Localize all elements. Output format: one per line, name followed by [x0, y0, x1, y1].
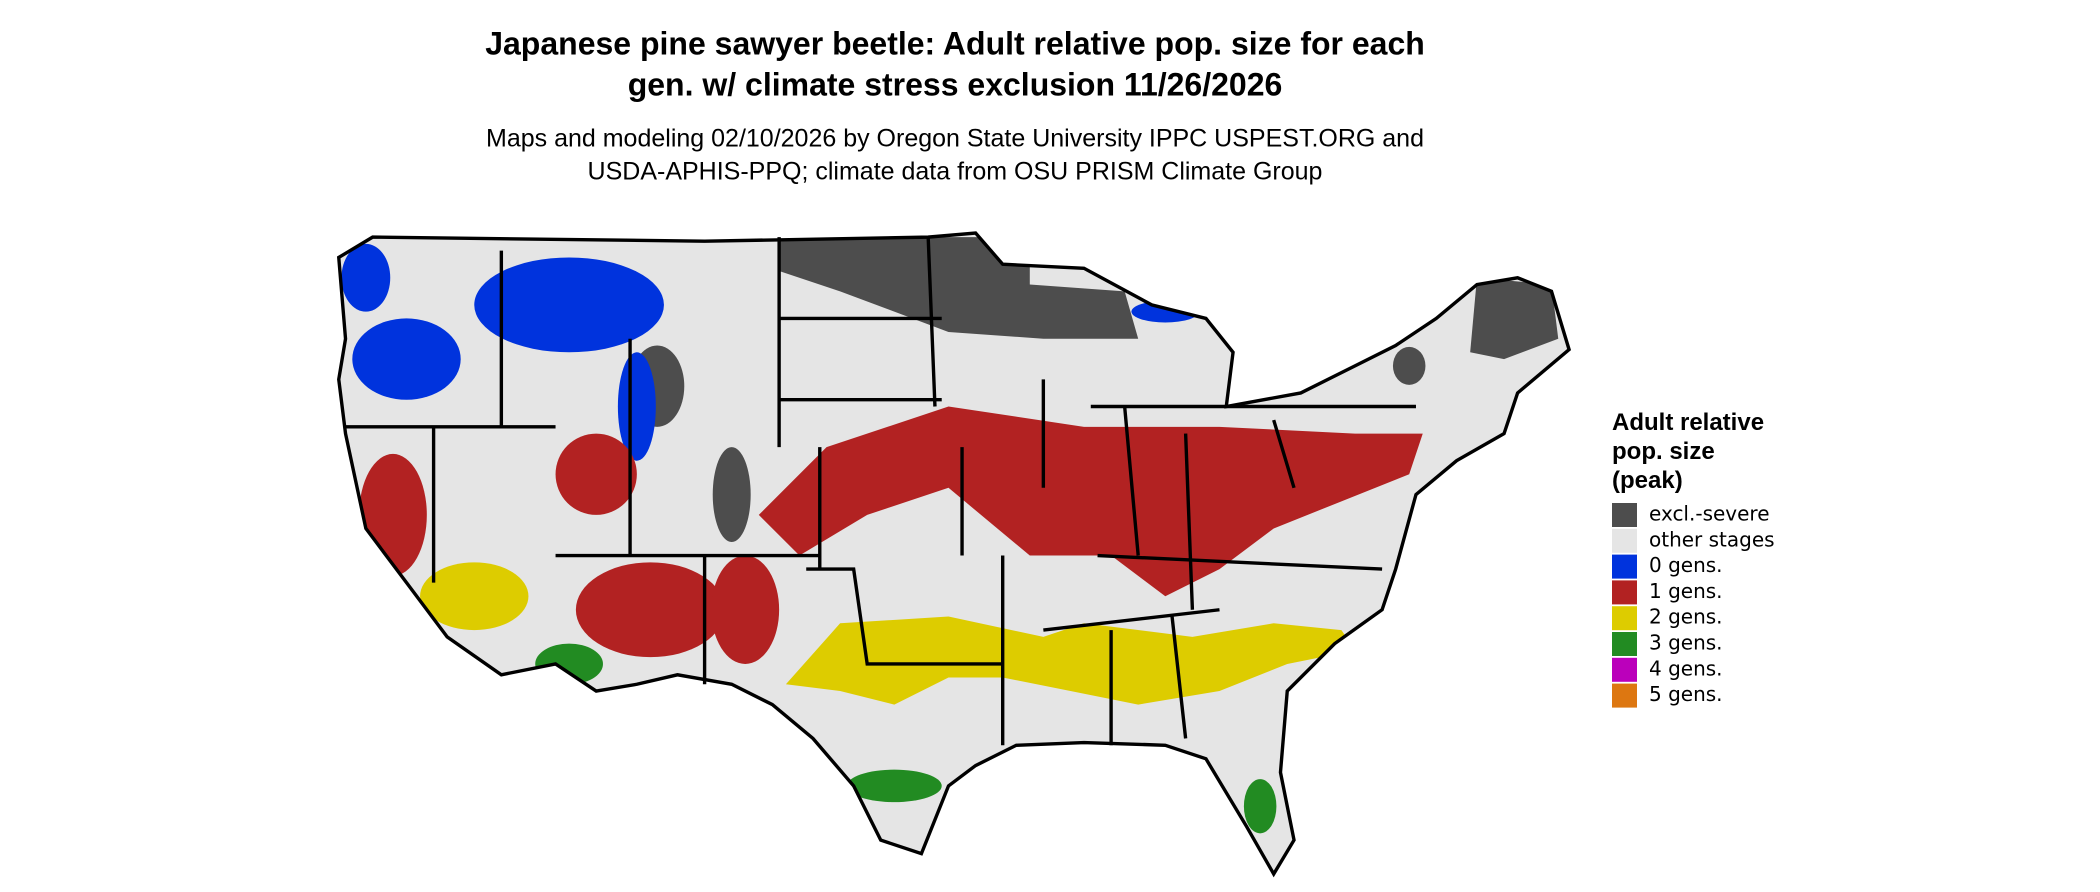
legend-swatch	[1612, 657, 1637, 682]
legend-swatch	[1612, 683, 1637, 708]
legend-label: 1 gens.	[1649, 579, 1723, 603]
zone	[575, 562, 725, 658]
zone	[555, 433, 637, 515]
zone	[779, 237, 1139, 339]
zones	[341, 237, 1559, 891]
zone	[758, 406, 1423, 597]
zone	[1243, 779, 1277, 834]
zone	[846, 769, 942, 803]
legend-label: 3 gens.	[1649, 631, 1723, 655]
zone	[420, 562, 529, 631]
zone	[359, 453, 427, 576]
legend-label: 2 gens.	[1649, 605, 1723, 629]
legend-label: 0 gens.	[1649, 553, 1723, 577]
legend-label: other stages	[1649, 527, 1775, 551]
zone	[341, 243, 391, 312]
legend-title: pop. size	[1612, 438, 1715, 465]
state-borders	[337, 231, 1571, 876]
legend-title: Adult relative	[1612, 409, 1764, 436]
zone	[1236, 883, 1263, 891]
zone	[1470, 277, 1559, 360]
zone	[1131, 300, 1200, 323]
title-line: Japanese pine sawyer beetle: Adult relat…	[485, 25, 1425, 61]
title-line: gen. w/ climate stress exclusion 11/26/2…	[628, 66, 1283, 102]
header: Japanese pine sawyer beetle: Adult relat…	[485, 25, 1425, 185]
zone	[352, 318, 461, 400]
subtitle-line: Maps and modeling 02/10/2026 by Oregon S…	[486, 125, 1424, 153]
zone	[785, 616, 1355, 705]
legend-swatch	[1612, 580, 1637, 605]
us-map	[337, 231, 1571, 891]
legend-swatch	[1612, 632, 1637, 656]
zone	[1392, 346, 1426, 385]
zone	[712, 447, 751, 542]
legend-swatch	[1612, 528, 1637, 553]
zone	[617, 352, 656, 461]
legend-swatch	[1612, 554, 1637, 579]
zone	[711, 555, 780, 664]
subtitle-line: USDA-APHIS-PPQ; climate data from OSU PR…	[588, 158, 1323, 186]
legend-label: 4 gens.	[1649, 656, 1723, 680]
legend-title: (peak)	[1612, 467, 1683, 494]
legend-swatch	[1612, 606, 1637, 631]
zone	[474, 257, 664, 353]
legend-label: 5 gens.	[1649, 682, 1723, 706]
zone	[535, 643, 603, 685]
legend-swatch	[1612, 503, 1637, 527]
legend-label: excl.-severe	[1649, 502, 1770, 526]
